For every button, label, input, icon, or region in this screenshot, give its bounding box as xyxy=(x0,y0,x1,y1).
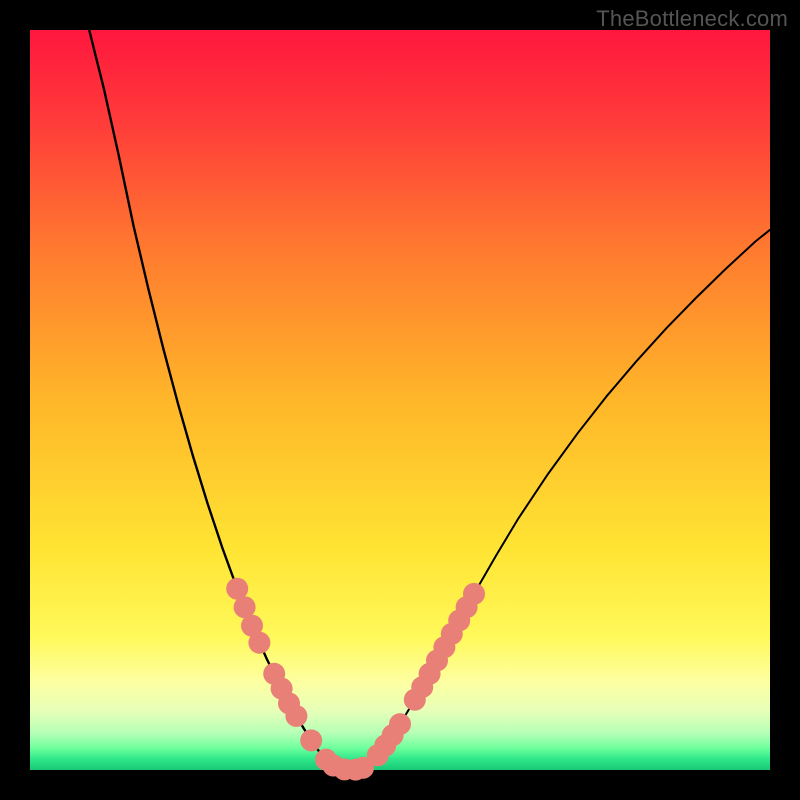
bottleneck-chart xyxy=(0,0,800,800)
data-marker xyxy=(463,583,485,605)
data-marker xyxy=(300,729,322,751)
data-marker xyxy=(285,705,307,727)
plot-background xyxy=(30,30,770,770)
chart-container: TheBottleneck.com xyxy=(0,0,800,800)
data-marker xyxy=(248,632,270,654)
data-marker xyxy=(389,713,411,735)
